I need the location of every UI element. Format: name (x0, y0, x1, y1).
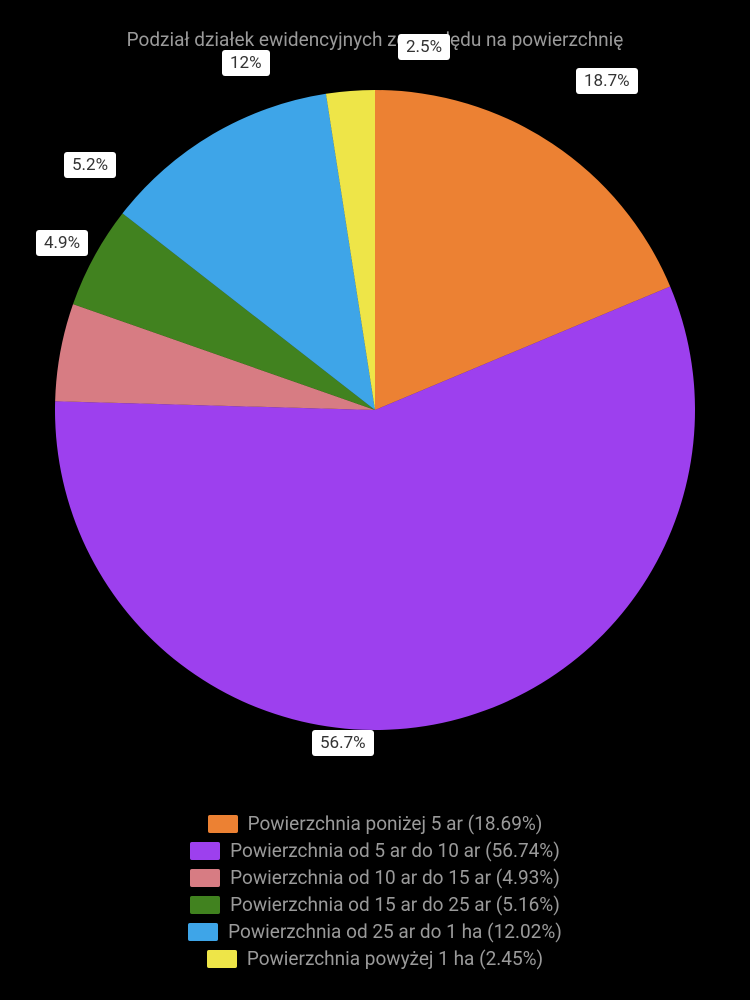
legend-item: Powierzchnia powyżej 1 ha (2.45%) (207, 947, 543, 970)
legend-swatch (190, 896, 220, 914)
legend-label: Powierzchnia poniżej 5 ar (18.69%) (248, 812, 543, 835)
pie-label-s2: 4.9% (36, 230, 88, 256)
legend-item: Powierzchnia od 5 ar do 10 ar (56.74%) (190, 839, 560, 862)
legend-label: Powierzchnia od 5 ar do 10 ar (56.74%) (230, 839, 560, 862)
chart-title: Podział działek ewidencyjnych ze względu… (0, 28, 750, 51)
pie-svg (35, 70, 715, 750)
pie-label-s1: 56.7% (312, 730, 374, 756)
legend-item: Powierzchnia od 15 ar do 25 ar (5.16%) (190, 893, 560, 916)
legend-label: Powierzchnia powyżej 1 ha (2.45%) (247, 947, 543, 970)
legend-swatch (190, 869, 220, 887)
pie-label-s4: 12% (222, 50, 270, 76)
legend-label: Powierzchnia od 15 ar do 25 ar (5.16%) (230, 893, 560, 916)
pie-label-s3: 5.2% (64, 152, 116, 178)
legend-swatch (190, 842, 220, 860)
pie-chart-container: Podział działek ewidencyjnych ze względu… (0, 0, 750, 1000)
legend-swatch (207, 950, 237, 968)
legend-label: Powierzchnia od 10 ar do 15 ar (4.93%) (230, 866, 560, 889)
legend-item: Powierzchnia od 10 ar do 15 ar (4.93%) (190, 866, 560, 889)
legend-swatch (188, 923, 218, 941)
pie-label-s0: 18.7% (576, 68, 638, 94)
legend-swatch (208, 815, 238, 833)
legend-item: Powierzchnia poniżej 5 ar (18.69%) (208, 812, 543, 835)
legend-label: Powierzchnia od 25 ar do 1 ha (12.02%) (228, 920, 562, 943)
legend-item: Powierzchnia od 25 ar do 1 ha (12.02%) (188, 920, 562, 943)
pie-label-s5: 2.5% (398, 34, 450, 60)
legend: Powierzchnia poniżej 5 ar (18.69%) Powier… (0, 812, 750, 970)
